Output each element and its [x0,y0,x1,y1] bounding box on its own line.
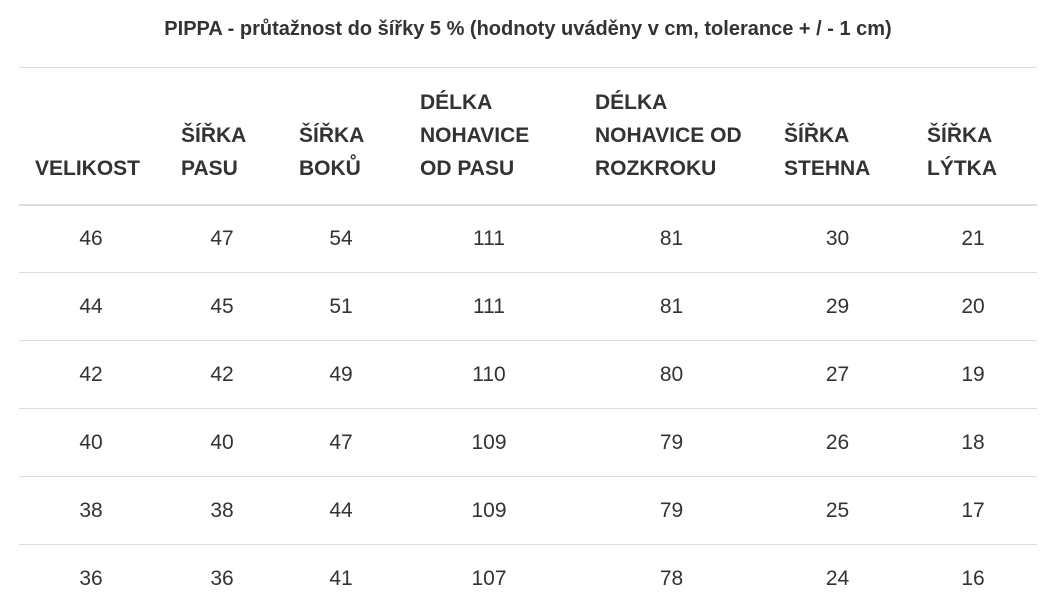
header-calf-width: ŠÍŘKA LÝTKA [909,67,1037,206]
header-thigh-width: ŠÍŘKA STEHNA [766,67,909,206]
cell-size: 42 [19,340,163,409]
cell-leg-length-from-waist: 107 [401,544,577,613]
cell-leg-length-from-waist: 110 [401,340,577,409]
cell-waist-width: 40 [163,408,281,477]
cell-thigh-width: 29 [766,272,909,341]
table-caption: PIPPA - průtažnost do šířky 5 % (hodnoty… [164,18,892,40]
table-row: 44 45 51 111 81 29 20 [19,272,1037,341]
cell-leg-length-from-crotch: 79 [577,476,766,545]
cell-thigh-width: 25 [766,476,909,545]
header-hip-width: ŠÍŘKA BOKŮ [281,67,401,206]
cell-thigh-width: 27 [766,340,909,409]
cell-size: 36 [19,544,163,613]
cell-leg-length-from-crotch: 79 [577,408,766,477]
cell-waist-width: 36 [163,544,281,613]
cell-thigh-width: 26 [766,408,909,477]
table-row: 36 36 41 107 78 24 16 [19,544,1037,613]
cell-waist-width: 45 [163,272,281,341]
cell-waist-width: 47 [210,226,234,250]
header-leg-length-from-waist: DÉLKA NOHAVICE OD PASU [401,67,577,206]
cell-calf-width: 16 [909,544,1037,613]
cell-calf-width: 17 [909,476,1037,545]
cell-size: 46 [79,226,103,250]
header-waist-width: ŠÍŘKA PASU [163,67,281,206]
cell-hip-width: 41 [281,544,401,613]
cell-leg-length-from-crotch: 80 [577,340,766,409]
cell-leg-length-from-crotch: 78 [577,544,766,613]
size-table: VELIKOST ŠÍŘKA PASU ŠÍŘKA BOKŮ DÉLKA NOH… [19,67,1037,613]
cell-waist-width: 42 [163,340,281,409]
cell-thigh-width: 30 [825,226,850,250]
table-row: 40 40 47 109 79 26 18 [19,408,1037,477]
table-row: 42 42 49 110 80 27 19 [19,340,1037,409]
cell-leg-length-from-crotch: 81 [659,226,684,250]
cell-calf-width: 20 [909,272,1037,341]
cell-calf-width: 21 [961,226,985,250]
cell-calf-width: 18 [909,408,1037,477]
cell-size: 38 [19,476,163,545]
cell-thigh-width: 24 [766,544,909,613]
cell-leg-length-from-crotch: 81 [577,272,766,341]
cell-size: 40 [19,408,163,477]
table-row: 46 47 54 111 81 30 21 [19,205,1037,273]
cell-waist-width: 38 [163,476,281,545]
cell-leg-length-from-waist: 109 [401,408,577,477]
cell-leg-length-from-waist: 111 [401,272,577,341]
cell-leg-length-from-waist: 111 [473,226,505,250]
table-row: 38 38 44 109 79 25 17 [19,476,1037,545]
cell-hip-width: 49 [281,340,401,409]
header-size: VELIKOST [19,67,163,206]
cell-size: 44 [19,272,163,341]
header-leg-length-from-crotch: DÉLKA NOHAVICE OD ROZKROKU [577,67,766,206]
cell-leg-length-from-waist: 109 [401,476,577,545]
cell-calf-width: 19 [909,340,1037,409]
cell-hip-width: 54 [329,226,353,250]
cell-hip-width: 47 [281,408,401,477]
cell-hip-width: 44 [281,476,401,545]
cell-hip-width: 51 [281,272,401,341]
header-row: VELIKOST ŠÍŘKA PASU ŠÍŘKA BOKŮ DÉLKA NOH… [19,67,1037,206]
